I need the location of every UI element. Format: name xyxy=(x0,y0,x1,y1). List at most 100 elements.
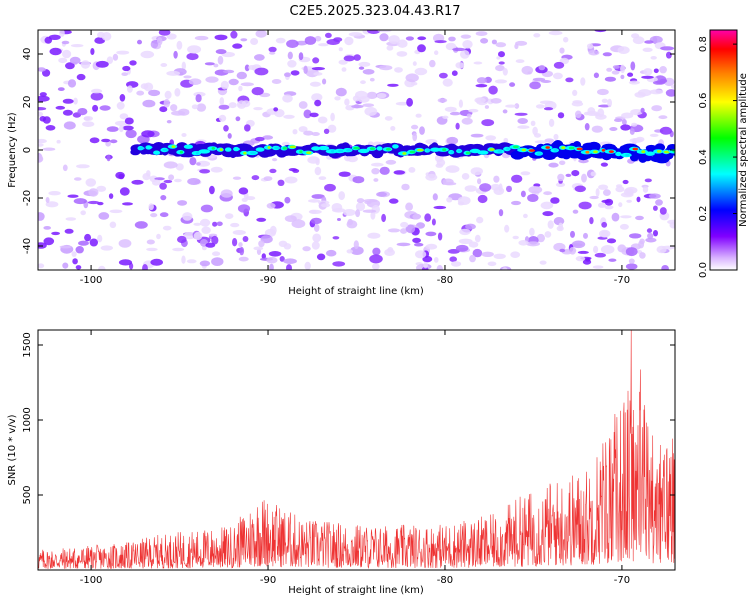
spectrogram-noise-blob xyxy=(230,222,240,228)
spectrogram-noise-blob xyxy=(477,178,482,185)
spectrogram-noise-blob xyxy=(109,221,117,229)
spectrogram-noise-blob xyxy=(533,33,541,38)
spectrogram-band-peak xyxy=(201,150,209,153)
spectrogram-noise-blob xyxy=(620,64,626,74)
spectrogram-noise-blob xyxy=(643,68,653,76)
spectrogram-band-peak xyxy=(450,150,455,154)
spectrogram-noise-blob xyxy=(71,251,77,257)
spectrogram-noise-blob xyxy=(67,194,79,198)
spectrogram-noise-blob xyxy=(95,60,109,68)
spectrogram-noise-blob xyxy=(273,107,279,112)
spectrogram-noise-blob xyxy=(355,90,368,100)
spectrogram-noise-blob xyxy=(449,256,458,263)
spectrogram-noise-blob xyxy=(125,129,137,139)
spectrogram-noise-blob xyxy=(620,74,625,80)
spectrogram-noise-blob xyxy=(205,242,216,248)
spectrogram-noise-blob xyxy=(283,258,297,265)
spectrogram-noise-blob xyxy=(38,138,47,144)
spectrogram-noise-blob xyxy=(405,73,419,83)
spectrogram-noise-blob xyxy=(425,173,438,181)
spectrogram-noise-blob xyxy=(592,265,604,269)
spectrogram-noise-blob xyxy=(529,227,535,236)
spectrogram-noise-blob xyxy=(163,161,178,169)
spectrogram-noise-blob xyxy=(572,89,578,96)
spectrogram-noise-blob xyxy=(559,47,565,54)
spectrogram-noise-blob xyxy=(577,250,589,254)
spectrogram-noise-blob xyxy=(621,112,634,119)
spectrogram-noise-blob xyxy=(433,205,447,210)
spectrogram-noise-blob xyxy=(194,35,209,41)
spectrogram-band-peak xyxy=(289,145,297,149)
snr-series-line xyxy=(38,330,675,570)
spectrogram-noise-blob xyxy=(461,117,473,125)
spectrogram-noise-blob xyxy=(124,117,134,125)
spectrogram-noise-blob xyxy=(72,258,78,265)
spectrogram-noise-blob xyxy=(412,132,418,142)
spectrogram-noise-blob xyxy=(557,112,565,119)
spectrogram-noise-blob xyxy=(585,257,591,262)
spectrogram-noise-blob xyxy=(538,64,546,71)
spectrogram-noise-blob xyxy=(309,81,321,87)
spectrogram-noise-blob xyxy=(655,199,663,206)
spectrogram-noise-blob xyxy=(311,67,325,71)
spectrogram-noise-blob xyxy=(449,111,461,116)
spectrogram-noise-blob xyxy=(405,224,416,234)
spectrogram-noise-blob xyxy=(158,30,171,36)
spectrogram-noise-blob xyxy=(188,78,202,85)
spectrogram-noise-blob xyxy=(59,30,65,37)
spectrogram-noise-blob xyxy=(637,89,652,97)
spectrogram-noise-blob xyxy=(515,59,525,63)
spectrogram-noise-blob xyxy=(85,178,97,187)
spectrogram-noise-blob xyxy=(498,51,505,58)
spectrogram-noise-blob xyxy=(108,193,114,199)
spectrogram-noise-blob xyxy=(98,212,110,220)
spectrogram-noise-blob xyxy=(352,176,365,184)
spectrogram-band-peak xyxy=(187,145,192,149)
spectrogram-noise-blob xyxy=(292,129,298,135)
spectrogram-noise-blob xyxy=(348,32,363,37)
spectrogram-noise-blob xyxy=(535,104,545,109)
spectrogram-noise-blob xyxy=(343,55,355,62)
spectrogram-noise-blob xyxy=(459,228,471,236)
spectrogram-noise-blob xyxy=(442,78,453,87)
spectrogram-noise-blob xyxy=(163,179,173,184)
spectrogram-noise-blob xyxy=(344,36,354,46)
spectrogram-noise-blob xyxy=(540,80,552,83)
spectrogram-noise-blob xyxy=(248,65,257,70)
spectrogram-noise-blob xyxy=(604,198,614,206)
spectrogram-noise-blob xyxy=(166,70,181,76)
spectrogram-noise-blob xyxy=(317,116,328,124)
spectrogram-band-peak xyxy=(138,146,145,150)
spectrogram-noise-blob xyxy=(39,92,47,97)
spectrogram-noise-blob xyxy=(343,209,356,216)
spectrogram-noise-blob xyxy=(544,231,552,238)
spectrogram-noise-blob xyxy=(175,163,184,171)
spectrogram-noise-blob xyxy=(602,52,612,57)
spectrogram-noise-blob xyxy=(457,201,465,206)
spectrogram-noise-blob xyxy=(254,136,265,142)
spectrogram-noise-blob xyxy=(213,63,219,68)
spectrogram-noise-blob xyxy=(405,36,414,41)
spectrogram-band-peak xyxy=(346,148,352,152)
spectrogram-noise-blob xyxy=(311,93,323,102)
spectrogram-noise-blob xyxy=(311,194,325,199)
spectrogram-noise-blob xyxy=(595,188,600,197)
spectrogram-noise-blob xyxy=(148,203,154,211)
spectrogram-noise-blob xyxy=(536,233,546,243)
spectrogram-noise-blob xyxy=(75,265,82,270)
spectrogram-noise-blob xyxy=(396,242,411,247)
spectrogram-noise-blob xyxy=(98,265,106,270)
spectrogram-band-peak xyxy=(250,151,257,155)
spectrogram-noise-blob xyxy=(83,116,93,121)
spectrogram-noise-blob xyxy=(64,228,74,234)
spectrogram-noise-blob xyxy=(653,230,658,237)
spectrogram-noise-blob xyxy=(466,113,472,118)
spectrogram-band-peak xyxy=(608,150,615,154)
spectrogram-noise-blob xyxy=(216,221,223,227)
spectrogram-noise-blob xyxy=(518,240,529,246)
spectrogram-noise-blob xyxy=(574,185,586,193)
spectrogram-noise-blob xyxy=(625,247,638,257)
spectrogram-noise-blob xyxy=(338,47,343,52)
spectrogram-noise-blob xyxy=(376,191,387,197)
spectrogram-noise-blob xyxy=(575,255,586,262)
